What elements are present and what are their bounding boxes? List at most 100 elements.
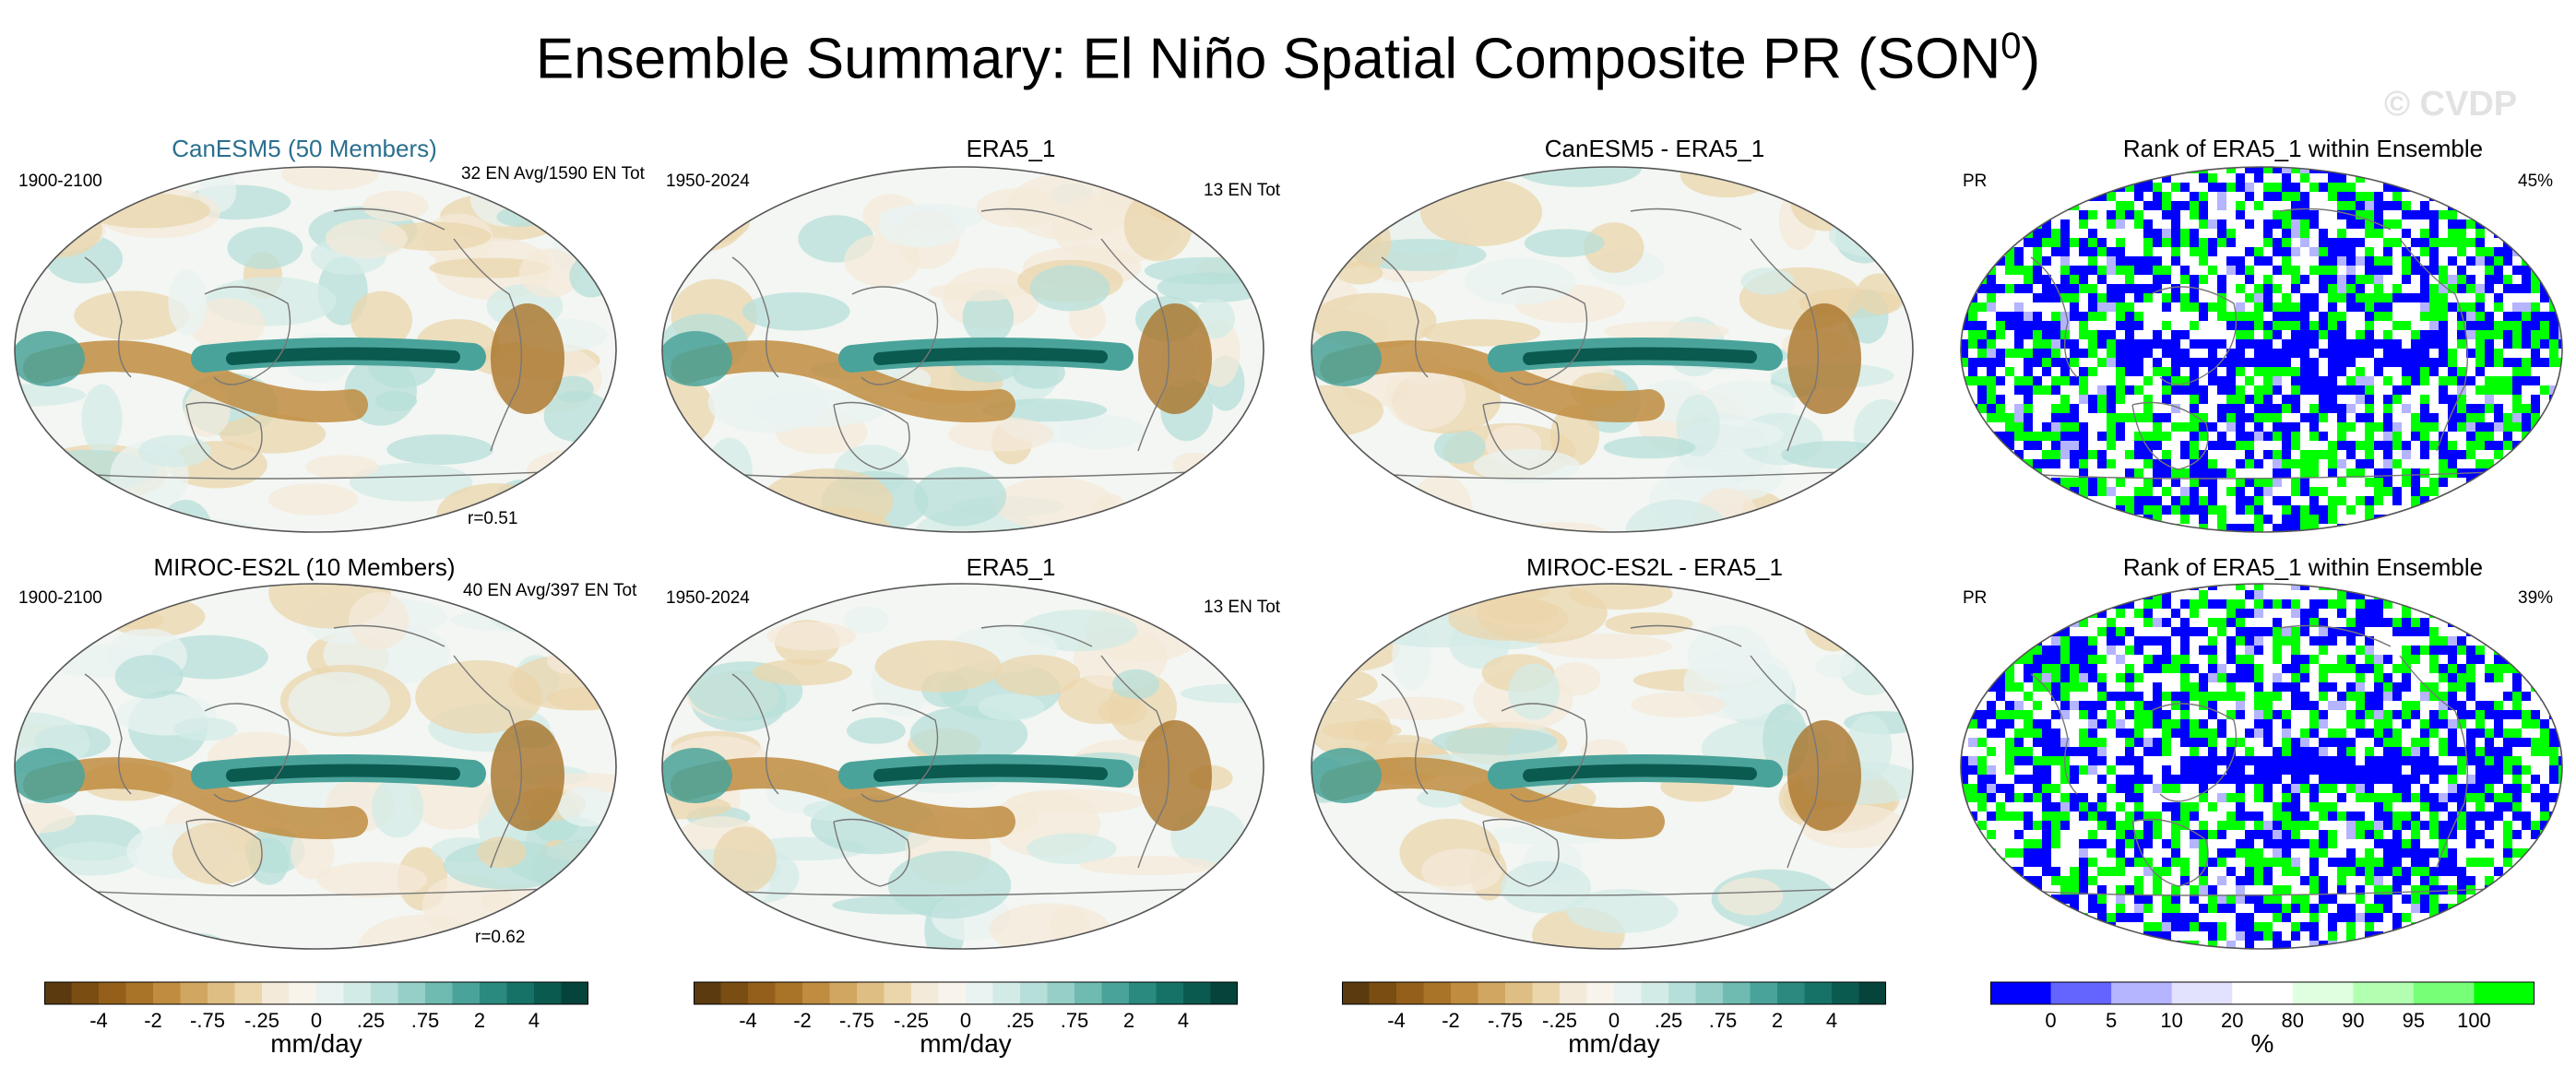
rank-cell bbox=[2042, 747, 2051, 756]
rank-cell bbox=[2162, 167, 2171, 173]
rank-cell bbox=[2540, 913, 2549, 922]
rank-cell bbox=[2475, 793, 2485, 802]
rank-cell bbox=[2503, 496, 2512, 505]
anomaly-blob bbox=[1605, 612, 1693, 635]
rank-cell bbox=[2503, 256, 2512, 266]
rank-cell bbox=[2273, 167, 2282, 173]
rank-cell bbox=[2263, 358, 2273, 367]
rank-cell bbox=[2208, 802, 2217, 812]
rank-cell bbox=[2365, 293, 2374, 302]
rank-cell bbox=[2503, 599, 2512, 609]
rank-cell bbox=[2429, 664, 2439, 673]
rank-cell bbox=[2503, 710, 2512, 719]
rank-cell bbox=[2051, 192, 2060, 201]
rank-cell bbox=[2540, 192, 2549, 201]
rank-cell bbox=[2300, 302, 2309, 312]
rank-cell bbox=[2107, 459, 2116, 468]
rank-cell bbox=[2024, 858, 2033, 867]
rank-cell bbox=[2199, 256, 2208, 266]
rank-cell bbox=[2365, 710, 2374, 719]
rank-cell bbox=[2549, 895, 2558, 904]
rank-cell bbox=[1987, 618, 1996, 627]
rank-cell bbox=[2014, 330, 2024, 339]
rank-cell bbox=[2328, 756, 2337, 765]
rank-cell bbox=[2088, 858, 2097, 867]
rank-cell bbox=[2475, 256, 2485, 266]
rank-cell bbox=[2263, 413, 2273, 422]
rank-cell bbox=[1996, 167, 2005, 173]
rank-cell bbox=[2475, 784, 2485, 793]
rank-cell bbox=[2125, 339, 2134, 349]
colorbar-swatch bbox=[938, 982, 967, 1004]
rank-cell bbox=[2429, 229, 2439, 238]
rank-cell bbox=[2522, 821, 2531, 830]
rank-cell bbox=[2282, 719, 2291, 729]
rank-cell bbox=[2337, 478, 2346, 487]
rank-cell bbox=[2411, 167, 2420, 173]
rank-cell bbox=[2448, 533, 2457, 535]
colorbar-tick-label: 4 bbox=[1825, 1009, 1838, 1032]
colorbar-swatch bbox=[802, 982, 830, 1004]
anomaly-blob bbox=[386, 434, 494, 465]
rank-cell bbox=[2420, 201, 2429, 210]
rank-cell bbox=[2060, 701, 2070, 710]
rank-cell bbox=[2448, 395, 2457, 404]
rank-cell bbox=[2254, 756, 2263, 765]
rank-cell bbox=[2540, 515, 2549, 524]
rank-cell bbox=[2245, 533, 2254, 535]
rank-cell bbox=[2512, 710, 2522, 719]
rank-cell bbox=[2116, 655, 2125, 664]
rank-cell bbox=[2143, 821, 2153, 830]
rank-cell bbox=[2245, 673, 2254, 682]
rank-cell bbox=[1968, 201, 1977, 210]
rank-cell bbox=[2208, 673, 2217, 682]
rank-cell bbox=[1996, 802, 2005, 812]
colorbar-swatch bbox=[44, 982, 72, 1004]
rank-cell bbox=[2263, 183, 2273, 192]
rank-cell bbox=[2540, 729, 2549, 738]
rank-cell bbox=[2051, 238, 2060, 247]
rank-cell bbox=[2503, 167, 2512, 173]
rank-cell bbox=[2383, 450, 2392, 459]
rank-cell bbox=[2512, 385, 2522, 395]
rank-cell bbox=[2199, 312, 2208, 321]
rank-cell bbox=[2236, 701, 2245, 710]
rank-cell bbox=[2558, 701, 2562, 710]
rank-cell bbox=[2116, 358, 2125, 367]
anomaly-blob bbox=[291, 826, 335, 880]
rank-cell bbox=[2328, 775, 2337, 784]
rank-cell bbox=[2512, 167, 2522, 173]
rank-cell bbox=[1987, 201, 1996, 210]
rank-cell bbox=[1996, 358, 2005, 367]
wet-anomaly-patch bbox=[15, 331, 85, 386]
anomaly-blob bbox=[477, 836, 527, 869]
rank-cell bbox=[2051, 515, 2060, 524]
rank-cell bbox=[2070, 802, 2079, 812]
rank-cell bbox=[2226, 266, 2236, 275]
rank-cell bbox=[2503, 468, 2512, 478]
rank-cell bbox=[2558, 839, 2562, 848]
colorbar-tick-label: 4 bbox=[528, 1009, 540, 1032]
rank-cell bbox=[2245, 358, 2254, 367]
rank-cell bbox=[2208, 646, 2217, 655]
rank-cell bbox=[2070, 293, 2079, 302]
rank-cell bbox=[2042, 167, 2051, 173]
rank-cell bbox=[2411, 904, 2420, 913]
anomaly-blob bbox=[874, 640, 1002, 693]
rank-cell bbox=[1977, 487, 1987, 496]
variable-label-rank-2: PR bbox=[1963, 588, 1988, 608]
colorbar-swatch bbox=[720, 982, 749, 1004]
rank-cell bbox=[2558, 256, 2562, 266]
rank-cell bbox=[1968, 950, 1977, 952]
rank-cell bbox=[2494, 729, 2503, 738]
rank-cell bbox=[2236, 627, 2245, 636]
rank-cell bbox=[2522, 275, 2531, 284]
rank-cell bbox=[2282, 802, 2291, 812]
rank-cell bbox=[2263, 710, 2273, 719]
rank-cell bbox=[2356, 812, 2365, 821]
rank-cell bbox=[2125, 793, 2134, 802]
rank-cell bbox=[2134, 441, 2143, 450]
rank-cell bbox=[2300, 950, 2309, 952]
rank-cell bbox=[2051, 376, 2060, 385]
rank-cell bbox=[2300, 450, 2309, 459]
